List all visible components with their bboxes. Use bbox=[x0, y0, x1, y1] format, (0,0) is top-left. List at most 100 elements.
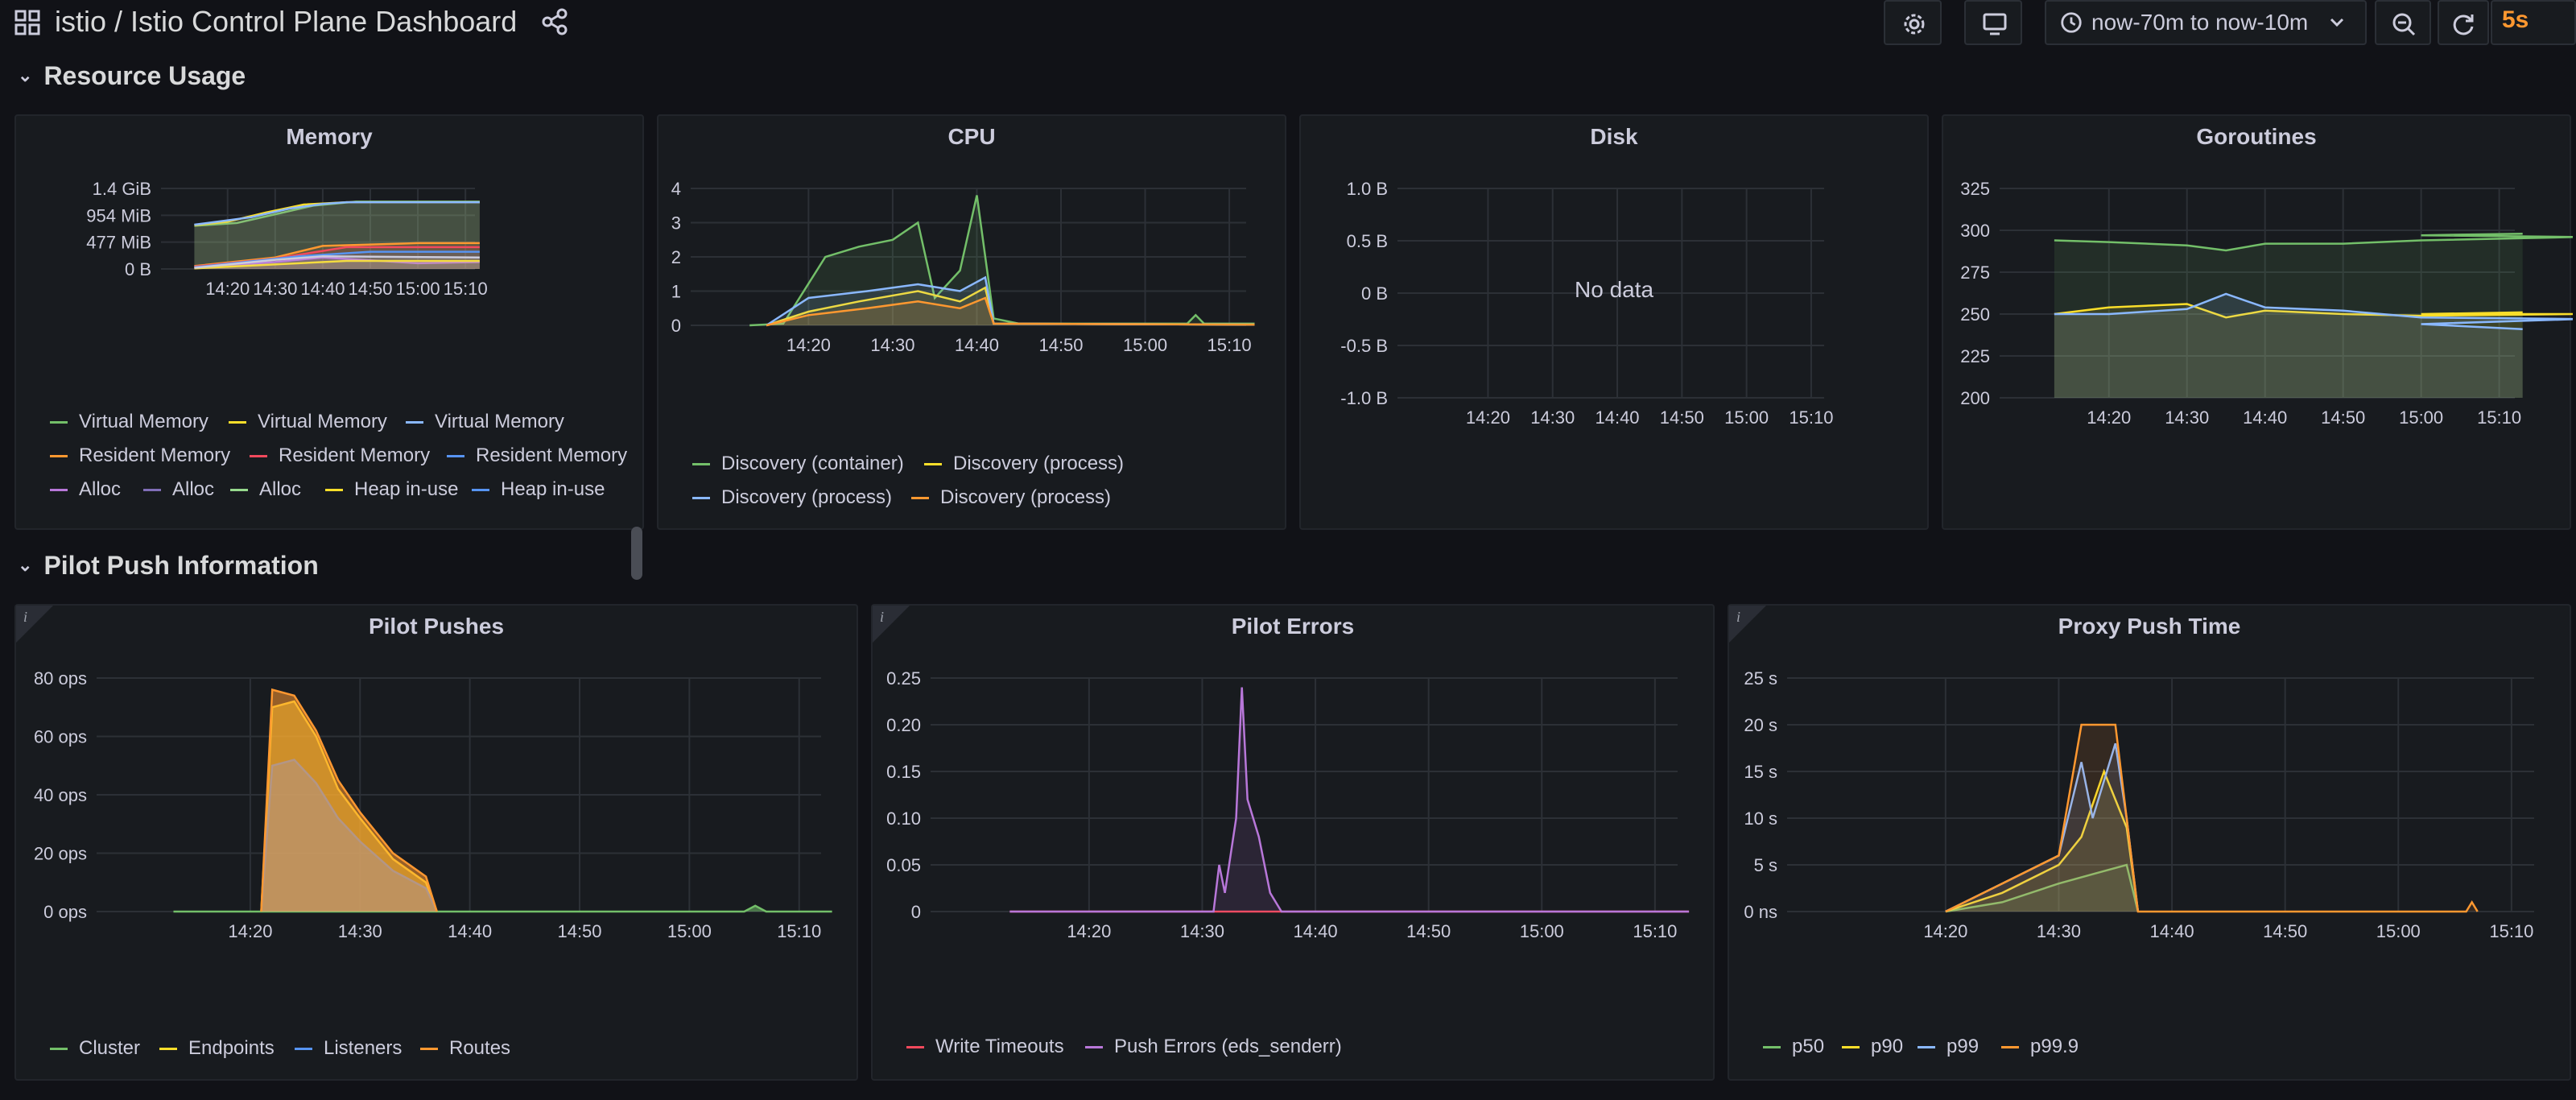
series-swatch bbox=[50, 454, 68, 457]
time-range-picker[interactable]: now-70m to now-10m bbox=[2045, 0, 2367, 45]
legend-scrollbar[interactable] bbox=[631, 527, 642, 580]
legend-item[interactable]: Alloc bbox=[50, 478, 121, 501]
y-tick-label: 3 bbox=[671, 213, 681, 234]
pilot-errors-panel[interactable]: i Pilot Errors 0 0.05 0.10 0.15 0.20 0.25 14:2… bbox=[871, 604, 1715, 1081]
series-swatch bbox=[229, 420, 246, 424]
legend-label: Alloc bbox=[79, 478, 122, 500]
series-area bbox=[194, 261, 480, 269]
y-tick-label: 0 ns bbox=[1744, 902, 1777, 922]
series-area bbox=[2054, 304, 2573, 398]
series-line bbox=[2054, 292, 2573, 330]
legend-item[interactable]: Alloc bbox=[143, 478, 214, 501]
x-tick-label: 14:50 bbox=[1660, 407, 1704, 428]
y-tick-label: 40 ops bbox=[34, 785, 87, 805]
legend-item[interactable]: Heap in-use bbox=[325, 478, 458, 501]
series-area bbox=[1945, 743, 2138, 912]
y-tick-label: 225 bbox=[1960, 346, 1990, 366]
series-line bbox=[194, 255, 480, 269]
series-line bbox=[173, 904, 832, 913]
legend-item[interactable]: Resident Memory bbox=[447, 445, 627, 467]
row-pilot-push-information[interactable]: ⌄ Pilot Push Information bbox=[18, 551, 319, 581]
tv-mode-button[interactable] bbox=[1964, 0, 2022, 45]
legend-label: Virtual Memory bbox=[79, 411, 208, 432]
cpu-panel[interactable]: CPU 0 1 2 3 4 14:20 14:30 14:40 14:50 15:00 15:10 … bbox=[657, 114, 1286, 530]
legend-label: Resident Memory bbox=[279, 445, 431, 466]
x-tick-label: 14:50 bbox=[2263, 921, 2307, 941]
pilot-pushes-chart: 0 ops 20 ops 40 ops 60 ops 80 ops 14:20 14:30 1… bbox=[34, 668, 832, 941]
x-tick-label: 14:40 bbox=[300, 279, 345, 299]
y-tick-label: 1.4 GiB bbox=[93, 179, 151, 199]
series-line bbox=[194, 259, 480, 270]
legend-item[interactable]: p99 bbox=[1918, 1036, 1979, 1058]
legend-item[interactable]: Routes bbox=[420, 1037, 510, 1060]
legend-item[interactable]: Heap in-use bbox=[472, 478, 605, 501]
disk-panel[interactable]: Disk -1.0 B -0.5 B 0 B 0.5 B 1.0 B 14:20 14:30… bbox=[1299, 114, 1929, 530]
legend-label: Alloc bbox=[172, 478, 215, 500]
legend-item[interactable]: Resident Memory bbox=[250, 445, 430, 467]
x-tick-label: 15:00 bbox=[667, 921, 712, 941]
settings-button[interactable] bbox=[1884, 0, 1942, 45]
pilot-pushes-panel[interactable]: i Pilot Pushes 0 ops 20 ops 40 ops 60 ops 80… bbox=[14, 604, 858, 1081]
gear-icon bbox=[1904, 14, 1925, 35]
zoom-out-button[interactable] bbox=[2375, 0, 2431, 45]
x-tick-label: 14:30 bbox=[2037, 921, 2081, 941]
refresh-rate-label[interactable]: 5s bbox=[2502, 6, 2529, 33]
legend-item[interactable]: p99.9 bbox=[2001, 1036, 2079, 1058]
legend-item[interactable]: Discovery (process) bbox=[692, 486, 892, 509]
goroutines-panel[interactable]: Goroutines 200 225 250 275 300 325 14:20 14:30 1… bbox=[1942, 114, 2573, 530]
y-tick-label: 954 MiB bbox=[86, 205, 151, 225]
dashboard-title[interactable]: istio / Istio Control Plane Dashboard bbox=[55, 5, 518, 38]
legend-item[interactable]: Virtual Memory bbox=[229, 411, 387, 433]
row-resource-usage[interactable]: ⌄ Resource Usage bbox=[18, 61, 246, 91]
series-line bbox=[194, 256, 480, 269]
legend-label: Endpoints bbox=[188, 1037, 275, 1059]
x-tick-label: 14:20 bbox=[205, 279, 250, 299]
info-icon[interactable]: i bbox=[1736, 609, 1741, 625]
chevron-down-icon: ⌄ bbox=[18, 555, 33, 575]
clock-icon bbox=[2061, 12, 2082, 33]
proxy-push-time-panel[interactable]: i Proxy Push Time 0 ns 5 s 10 s 15 s 20 s 25 … bbox=[1728, 604, 2571, 1081]
legend-item[interactable]: Virtual Memory bbox=[50, 411, 208, 433]
refresh-button[interactable] bbox=[2438, 0, 2489, 45]
series-area bbox=[766, 277, 1255, 325]
apps-icon[interactable] bbox=[14, 10, 40, 35]
info-corner[interactable] bbox=[16, 606, 53, 643]
legend-item[interactable]: p90 bbox=[1842, 1036, 1903, 1058]
series-swatch bbox=[1085, 1045, 1103, 1048]
legend-label: Cluster bbox=[79, 1037, 141, 1059]
series-area bbox=[261, 689, 437, 912]
x-tick-label: 15:10 bbox=[2477, 407, 2521, 428]
x-tick-label: 14:50 bbox=[1038, 335, 1083, 355]
legend-label: Push Errors (eds_senderr) bbox=[1114, 1036, 1342, 1057]
series-swatch bbox=[2001, 1045, 2019, 1048]
panel-title: Pilot Errors bbox=[1231, 614, 1355, 639]
legend-item[interactable]: Resident Memory bbox=[50, 445, 230, 467]
legend-item[interactable]: Discovery (process) bbox=[924, 453, 1124, 475]
legend-item[interactable]: Alloc bbox=[230, 478, 301, 501]
legend-item[interactable]: Virtual Memory bbox=[406, 411, 564, 433]
info-corner[interactable] bbox=[1729, 606, 1766, 643]
info-icon[interactable]: i bbox=[880, 609, 885, 625]
series-line bbox=[766, 296, 1255, 327]
legend-item[interactable]: Listeners bbox=[295, 1037, 402, 1060]
info-icon[interactable]: i bbox=[23, 609, 28, 625]
series-line bbox=[194, 201, 480, 226]
series-swatch bbox=[50, 1047, 68, 1050]
refresh-interval-picker[interactable] bbox=[2491, 0, 2576, 45]
series-area bbox=[1945, 725, 2478, 912]
legend-item[interactable]: Discovery (process) bbox=[911, 486, 1111, 509]
legend-item[interactable]: Discovery (container) bbox=[692, 453, 904, 475]
legend-item[interactable]: Push Errors (eds_senderr) bbox=[1085, 1036, 1342, 1058]
legend-item[interactable]: Cluster bbox=[50, 1037, 140, 1060]
legend-item[interactable]: Endpoints bbox=[159, 1037, 275, 1060]
share-icon[interactable] bbox=[541, 8, 568, 35]
series-area bbox=[2054, 294, 2573, 398]
legend-item[interactable]: Write Timeouts bbox=[906, 1036, 1064, 1058]
legend-item[interactable]: p50 bbox=[1763, 1036, 1824, 1058]
y-tick-label: 5 s bbox=[1754, 855, 1777, 875]
y-tick-label: 15 s bbox=[1744, 762, 1777, 782]
info-corner[interactable] bbox=[873, 606, 910, 643]
y-tick-label: 80 ops bbox=[34, 668, 87, 689]
memory-panel[interactable]: Memory 0 B 477 MiB 954 MiB 1.4 GiB 14:20 14:3… bbox=[14, 114, 644, 580]
series-swatch bbox=[420, 1047, 438, 1050]
